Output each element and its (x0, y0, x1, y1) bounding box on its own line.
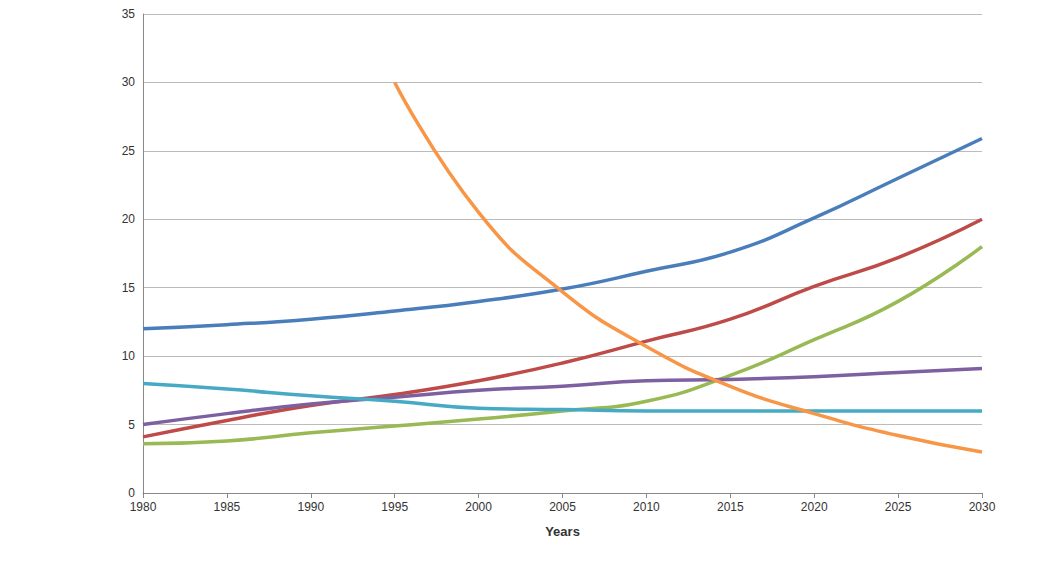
svg-text:0: 0 (128, 486, 135, 500)
svg-text:2020: 2020 (801, 500, 828, 514)
svg-text:2025: 2025 (885, 500, 912, 514)
svg-text:35: 35 (122, 7, 136, 21)
svg-text:1990: 1990 (297, 500, 324, 514)
svg-text:2015: 2015 (717, 500, 744, 514)
svg-text:25: 25 (122, 144, 136, 158)
svg-text:2000: 2000 (465, 500, 492, 514)
svg-text:2005: 2005 (549, 500, 576, 514)
svg-text:2010: 2010 (633, 500, 660, 514)
svg-text:15: 15 (122, 281, 136, 295)
svg-text:1985: 1985 (214, 500, 241, 514)
svg-text:2030: 2030 (969, 500, 996, 514)
svg-text:Years: Years (545, 524, 580, 539)
svg-text:1995: 1995 (381, 500, 408, 514)
svg-text:5: 5 (128, 418, 135, 432)
svg-text:10: 10 (122, 349, 136, 363)
svg-text:20: 20 (122, 212, 136, 226)
svg-text:30: 30 (122, 75, 136, 89)
svg-text:1980: 1980 (130, 500, 157, 514)
